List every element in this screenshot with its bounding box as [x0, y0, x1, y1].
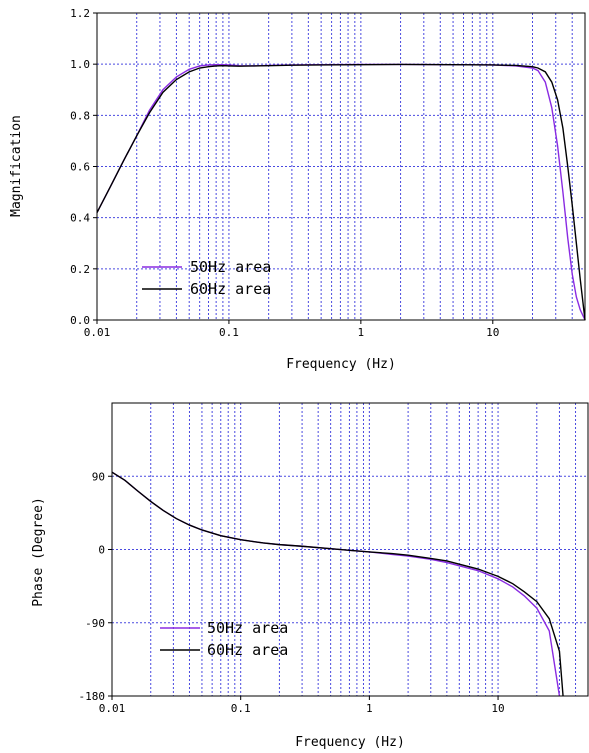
x-tick-label: 10: [486, 326, 499, 339]
legend: 50Hz area 60Hz area: [160, 619, 288, 659]
y-tick-label: 90: [92, 470, 105, 483]
series-line-60hz-area: [111, 471, 564, 697]
y-tick-label: 0.6: [70, 161, 90, 174]
legend: 50Hz area 60Hz area: [142, 258, 271, 298]
magnification-chart: 0.0 0.2 0.4 0.6 0.8 1.0 1.2 0.01 0.1 1 10 Frequency…: [9, 7, 586, 372]
y-tick-label: -180: [79, 690, 106, 703]
y-tick-label: -90: [85, 617, 105, 630]
x-axis-label: Frequency (Hz): [286, 357, 396, 372]
legend-label-50hz-area: 50Hz area: [190, 258, 271, 276]
x-tick-label: 0.1: [231, 702, 251, 715]
y-tick-label: 0.0: [70, 314, 90, 327]
series-line-50hz-area: [96, 63, 586, 321]
y-axis-label: Magnification: [9, 115, 24, 217]
y-tick-label: 0: [98, 544, 105, 557]
x-tick-label: 0.01: [84, 326, 111, 339]
x-tick-label: 1: [358, 326, 365, 339]
x-tick-label: 0.1: [219, 326, 239, 339]
y-tick-label: 0.4: [70, 212, 90, 225]
y-tick-label: 0.2: [70, 263, 90, 276]
series-line-60hz-area: [96, 63, 586, 321]
legend-label-60hz-area: 60Hz area: [190, 280, 271, 298]
y-tick-label: 1.2: [70, 7, 90, 20]
x-tick-label: 1: [366, 702, 373, 715]
x-tick-label: 0.01: [99, 702, 126, 715]
x-axis-label: Frequency (Hz): [295, 735, 405, 750]
plot-frame: [96, 12, 586, 321]
y-tick-label: 0.8: [70, 109, 90, 122]
plot-frame: [111, 402, 589, 697]
y-tick-label: 1.0: [70, 58, 90, 71]
legend-label-50hz-area: 50Hz area: [207, 619, 288, 637]
y-axis-label: Phase (Degree): [31, 497, 46, 607]
x-tick-label: 10: [491, 702, 504, 715]
legend-label-60hz-area: 60Hz area: [207, 641, 288, 659]
